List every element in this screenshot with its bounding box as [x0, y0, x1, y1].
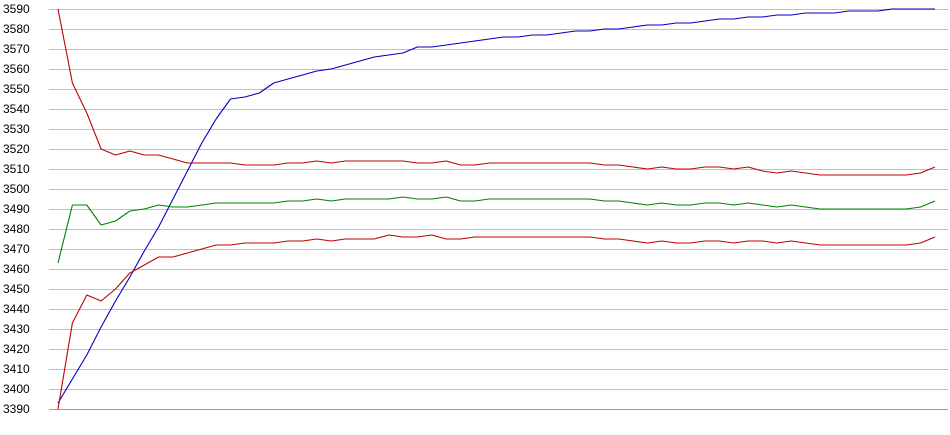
y-tick-label-3460: 3460 — [3, 262, 30, 276]
series-line-1 — [57, 8, 935, 404]
y-tick-label-3510: 3510 — [3, 162, 30, 176]
y-tick-label-3560: 3560 — [3, 62, 30, 76]
y-tick-label-3440: 3440 — [3, 302, 30, 316]
y-tick-label-3500: 3500 — [3, 182, 30, 196]
y-tick-label-3520: 3520 — [3, 142, 30, 156]
grid-layer — [49, 9, 948, 410]
y-tick-label-3490: 3490 — [3, 202, 30, 216]
y-tick-label-3580: 3580 — [3, 22, 30, 36]
y-tick-label-3530: 3530 — [3, 122, 30, 136]
series-line-2 — [57, 8, 936, 176]
y-tick-label-3430: 3430 — [3, 322, 30, 336]
y-tick-label-3410: 3410 — [3, 362, 30, 376]
series-line-3 — [57, 196, 936, 264]
y-tick-label-3550: 3550 — [3, 82, 30, 96]
y-tick-label-3470: 3470 — [3, 242, 30, 256]
y-tick-label-3420: 3420 — [3, 342, 30, 356]
y-tick-label-3540: 3540 — [3, 102, 30, 116]
y-tick-labels: 3390 3400 3410 3420 3430 3440 3450 3460 3470 3480… — [3, 2, 30, 416]
y-tick-label-3570: 3570 — [3, 42, 30, 56]
series-layer — [57, 8, 936, 410]
y-tick-label-3390: 3390 — [3, 402, 30, 416]
y-tick-label-3480: 3480 — [3, 222, 30, 236]
series-line-4 — [57, 234, 936, 410]
y-tick-label-3450: 3450 — [3, 282, 30, 296]
y-tick-label-3400: 3400 — [3, 382, 30, 396]
y-tick-label-3590: 3590 — [3, 2, 30, 16]
